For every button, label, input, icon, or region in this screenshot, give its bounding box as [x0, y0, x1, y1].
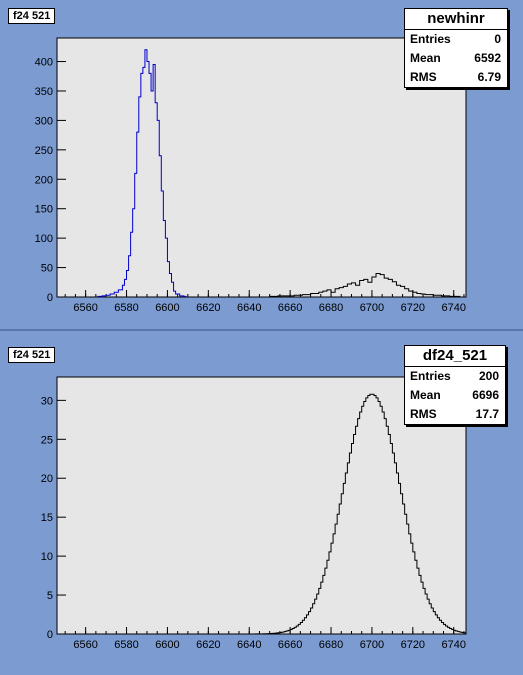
bottom-histogram: 6560 6580 6600 6620 6640 6660 6680 6700 6720 6740… [41, 376, 467, 651]
x-tick-label: 6680 [319, 302, 343, 314]
y-tick-label: 30 [41, 395, 53, 407]
y-tick-label: 20 [41, 473, 53, 485]
stats-row-entries: Entries 200 [410, 369, 499, 383]
y-tick-label: 50 [41, 263, 53, 275]
pad-tag: f24 521 [8, 8, 56, 24]
histogram-series-0 [97, 49, 187, 297]
pad-tag: f24 521 [8, 347, 56, 363]
plot-frame [56, 37, 467, 298]
x-tick-label: 6740 [441, 639, 465, 651]
x-tick-label: 6620 [196, 639, 220, 651]
y-tick-label: 300 [35, 115, 53, 127]
x-tick-label: 6600 [155, 639, 179, 651]
top-pad: f24 521 6560 6580 6600 6620 6640 6660 6680 6700… [0, 0, 523, 331]
x-tick-label: 6640 [237, 302, 261, 314]
histogram-series-1 [269, 272, 461, 297]
y-tick-label: 0 [47, 292, 53, 304]
bottom-pad: f24 521 6560 6580 6600 6620 6640 6660 6680 6700… [0, 337, 523, 675]
x-tick-label: 6680 [319, 639, 343, 651]
x-tick-label: 6720 [401, 302, 425, 314]
y-tick-label: 250 [35, 145, 53, 157]
stats-row-mean: Mean 6592 [410, 51, 501, 65]
y-tick-label: 15 [41, 512, 53, 524]
x-tick-label: 6640 [237, 639, 261, 651]
x-tick-label: 6620 [196, 302, 220, 314]
x-tick-label: 6720 [401, 639, 425, 651]
x-tick-label: 6660 [278, 639, 302, 651]
y-tick-label: 400 [35, 57, 53, 69]
x-tick-label: 6700 [360, 639, 384, 651]
y-tick-label: 350 [35, 86, 53, 98]
x-tick-label: 6580 [114, 639, 138, 651]
stats-box: df24_521 Entries 200 Mean 6696 RMS 17.7 [404, 345, 506, 425]
x-tick-label: 6600 [155, 302, 179, 314]
histogram-series-0 [57, 393, 467, 635]
y-tick-label: 5 [47, 590, 53, 602]
y-tick-label: 100 [35, 233, 53, 245]
x-tick-label: 6700 [360, 302, 384, 314]
y-tick-label: 0 [47, 629, 53, 641]
x-tick-label: 6560 [73, 302, 97, 314]
x-tick-label: 6740 [441, 302, 465, 314]
x-tick-label: 6580 [114, 302, 138, 314]
stats-row-entries: Entries 0 [410, 32, 501, 46]
x-tick-label: 6560 [73, 639, 97, 651]
y-tick-label: 25 [41, 434, 53, 446]
y-tick-label: 150 [35, 204, 53, 216]
stats-row-mean: Mean 6696 [410, 388, 499, 402]
stats-row-rms: RMS 17.7 [410, 407, 499, 421]
stats-row-rms: RMS 6.79 [410, 70, 501, 84]
y-tick-label: 200 [35, 174, 53, 186]
top-histogram: 6560 6580 6600 6620 6640 6660 6680 6700 6720 6740… [35, 37, 467, 314]
stats-box: newhinr Entries 0 Mean 6592 RMS 6.79 [404, 8, 508, 88]
y-tick-label: 10 [41, 551, 53, 563]
stats-title: df24_521 [405, 346, 505, 367]
stats-title: newhinr [405, 9, 507, 30]
plot-frame [56, 376, 467, 635]
x-tick-label: 6660 [278, 302, 302, 314]
